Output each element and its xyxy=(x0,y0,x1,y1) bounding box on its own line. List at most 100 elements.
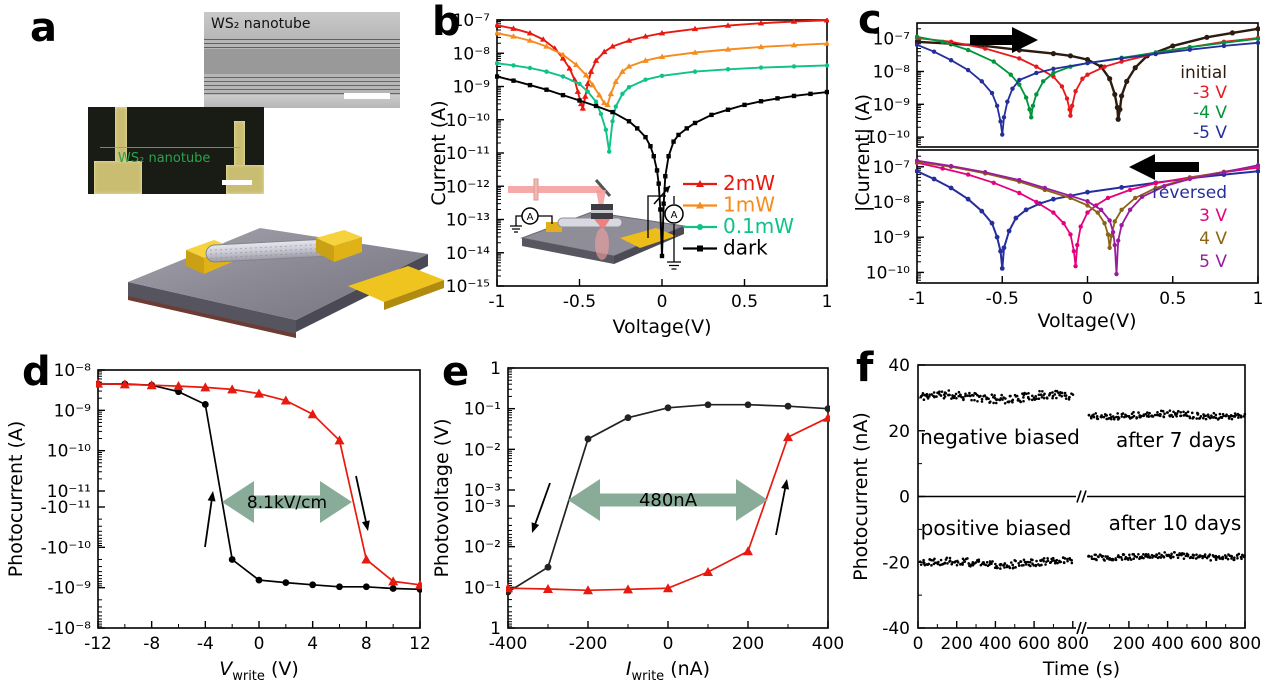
svg-text:-10⁻¹⁰: -10⁻¹⁰ xyxy=(41,538,92,558)
svg-text:10⁻³: 10⁻³ xyxy=(464,497,501,517)
laser-beam-horizontal xyxy=(508,186,602,193)
panel-letter-f: f xyxy=(856,345,874,391)
svg-text:10⁻¹³: 10⁻¹³ xyxy=(446,211,490,231)
svg-text:400: 400 xyxy=(979,634,1011,654)
chart-retention-states: 10⁻⁷ 10⁻⁸ 10⁻⁹ 10⁻¹⁰ initial-3 V-4 V-5 V -1 -0… xyxy=(852,22,1264,332)
svg-text:0: 0 xyxy=(663,634,674,654)
svg-text:0.5: 0.5 xyxy=(731,292,758,312)
svg-text:-10⁻¹¹: -10⁻¹¹ xyxy=(41,498,91,518)
svg-text:800: 800 xyxy=(1057,634,1089,654)
svg-text:Voltage(V): Voltage(V) xyxy=(1037,310,1136,332)
svg-text:-400: -400 xyxy=(489,634,528,654)
svg-text:-4: -4 xyxy=(197,634,214,654)
svg-text:-5 V: -5 V xyxy=(1193,123,1227,143)
svg-text:10⁻⁸: 10⁻⁸ xyxy=(453,44,491,64)
panel-letter-e: e xyxy=(442,349,470,395)
svg-text:10⁻¹⁰: 10⁻¹⁰ xyxy=(866,128,910,148)
svg-text:Iwrite (nA): Iwrite (nA) xyxy=(626,658,710,684)
svg-text:10⁻²: 10⁻² xyxy=(464,538,501,558)
svg-text:-8: -8 xyxy=(143,634,160,654)
laser-beam-vertical xyxy=(596,190,606,206)
sem-electrode-right xyxy=(234,121,245,194)
svg-text:10⁻⁹: 10⁻⁹ xyxy=(453,78,491,98)
svg-text:1: 1 xyxy=(1253,289,1264,309)
svg-text:10⁻⁷: 10⁻⁷ xyxy=(453,11,491,31)
chart-photocurrent-time: 0 200 400 600 800 200 400 600 80040200-20-40nega… xyxy=(850,356,1261,680)
objective-band xyxy=(591,210,613,213)
svg-text:3 V: 3 V xyxy=(1199,206,1227,226)
svg-text:0.1mW: 0.1mW xyxy=(723,214,794,238)
chart-photovoltage-iwrite: -400 -200 0 200 400 1 10⁻¹ 10⁻² 10⁻³10⁻³ 10⁻² 10⁻¹… xyxy=(431,359,844,684)
svg-text:4: 4 xyxy=(307,634,318,654)
svg-text:-20: -20 xyxy=(882,553,910,573)
panel-letter-c: c xyxy=(858,0,882,43)
svg-text:10⁻⁹: 10⁻⁹ xyxy=(873,95,911,115)
svg-text:10⁻¹¹: 10⁻¹¹ xyxy=(47,482,91,502)
svg-text:200: 200 xyxy=(1113,634,1145,654)
svg-text:10⁻²: 10⁻² xyxy=(464,440,501,460)
svg-text:200: 200 xyxy=(732,634,764,654)
svg-text:10⁻⁸: 10⁻⁸ xyxy=(873,62,911,82)
ground-left xyxy=(510,225,522,233)
svg-text:4 V: 4 V xyxy=(1199,229,1227,249)
laser-spot-glow xyxy=(595,228,609,260)
svg-text:10⁻⁹: 10⁻⁹ xyxy=(54,401,92,421)
panel-letter-d: d xyxy=(22,349,51,395)
gold-pad-right xyxy=(348,266,444,302)
svg-text:0: 0 xyxy=(254,634,265,654)
sem-image-device: WS₂ nanotube xyxy=(88,107,264,194)
panel-a-device-images: WS₂ nanotube WS₂ nanotube xyxy=(0,0,444,350)
svg-text:10⁻¹²: 10⁻¹² xyxy=(446,177,490,197)
svg-text:10⁻¹⁰: 10⁻¹⁰ xyxy=(47,442,91,462)
inset-nanotube xyxy=(557,217,623,228)
svg-text:10⁻¹⁵: 10⁻¹⁵ xyxy=(446,277,490,297)
tem-image-ws2-nanotube: WS₂ nanotube xyxy=(204,12,400,108)
svg-text:Photovoltage (V): Photovoltage (V) xyxy=(431,418,453,577)
svg-text:8: 8 xyxy=(361,634,372,654)
svg-text:Photocurrent (nA): Photocurrent (nA) xyxy=(850,412,872,581)
svg-text:-4 V: -4 V xyxy=(1193,103,1227,123)
gold-pad-right-side xyxy=(384,280,444,310)
svg-text:initial: initial xyxy=(1180,63,1227,83)
svg-text:10⁻¹⁴: 10⁻¹⁴ xyxy=(446,244,490,264)
svg-text:10⁻¹: 10⁻¹ xyxy=(464,400,501,420)
svg-text:12: 12 xyxy=(409,634,431,654)
laser-lens xyxy=(533,178,539,201)
tem-scale-bar xyxy=(344,93,390,99)
svg-text:5 V: 5 V xyxy=(1199,252,1227,272)
svg-text:1: 1 xyxy=(822,292,833,312)
sem-electrode-right-pad xyxy=(226,165,264,194)
ammeter-left-label: A xyxy=(527,212,534,223)
panel-letter-a: a xyxy=(30,5,57,51)
gold-clamp-right xyxy=(316,230,362,262)
svg-text:-1: -1 xyxy=(489,292,506,312)
svg-text:400: 400 xyxy=(1151,634,1183,654)
svg-text:200: 200 xyxy=(940,634,972,654)
ammeter-right xyxy=(664,204,684,224)
svg-text:Photocurrent (A): Photocurrent (A) xyxy=(5,421,27,578)
svg-text:Voltage(V): Voltage(V) xyxy=(612,316,711,338)
svg-text:-0.5: -0.5 xyxy=(986,289,1019,309)
svg-text:after 10 days: after 10 days xyxy=(1109,511,1242,535)
sem-electrode-left-pad xyxy=(94,161,142,194)
svg-text:10⁻⁸: 10⁻⁸ xyxy=(873,193,911,213)
svg-text:-0.5: -0.5 xyxy=(563,292,596,312)
sem-scale-bar xyxy=(222,180,252,185)
svg-text:0: 0 xyxy=(899,488,910,508)
svg-text:600: 600 xyxy=(1190,634,1222,654)
svg-text:after 7 days: after 7 days xyxy=(1116,428,1236,452)
panel-letter-b: b xyxy=(432,0,461,45)
svg-text:8.1kV/cm: 8.1kV/cm xyxy=(247,493,327,513)
svg-text:|Current| (A): |Current| (A) xyxy=(852,94,874,212)
svg-text:1mW: 1mW xyxy=(723,193,775,217)
sem-image-label: WS₂ nanotube xyxy=(118,151,211,166)
sem-nanotube-line xyxy=(100,147,240,148)
tem-image-label: WS₂ nanotube xyxy=(211,16,311,32)
svg-text:-1: -1 xyxy=(909,289,926,309)
svg-text:10⁻⁷: 10⁻⁷ xyxy=(873,30,911,50)
svg-text:10⁻⁷: 10⁻⁷ xyxy=(873,158,911,178)
svg-text:10⁻⁹: 10⁻⁹ xyxy=(873,228,911,248)
svg-text:40: 40 xyxy=(888,356,910,376)
svg-text:-3 V: -3 V xyxy=(1193,83,1227,103)
